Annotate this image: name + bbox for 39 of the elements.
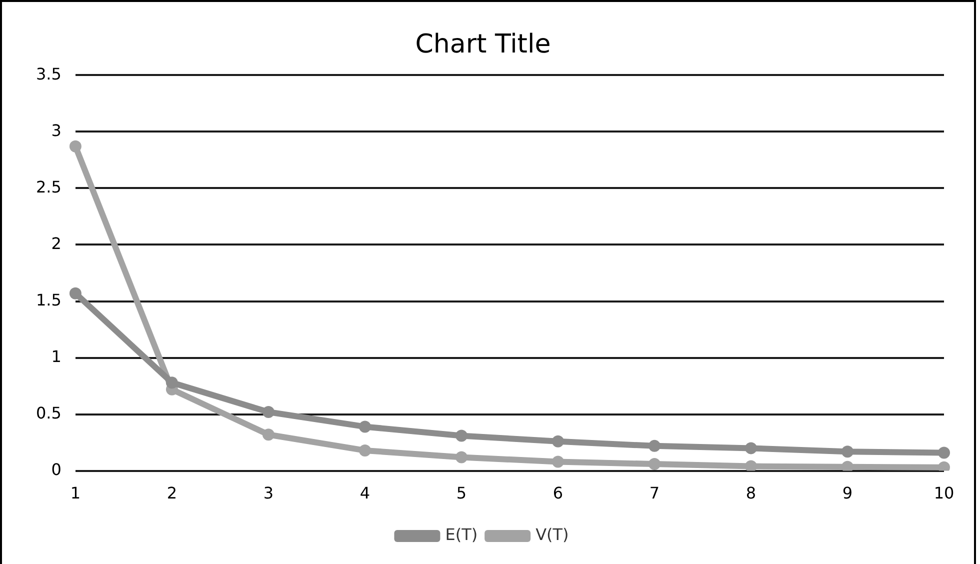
chart-title: Chart Title <box>415 29 551 60</box>
x-tick-label: 2 <box>166 484 178 503</box>
x-tick-label: 4 <box>360 484 370 503</box>
point <box>69 287 82 300</box>
point <box>648 440 660 452</box>
x-tick-label: 5 <box>456 484 467 503</box>
x-tick-label: 6 <box>552 484 564 503</box>
y-tick-label: 1.5 <box>36 290 62 310</box>
point <box>744 460 757 471</box>
point <box>552 456 564 468</box>
y-tick-label: 3 <box>51 120 62 140</box>
y-tick-label: 1 <box>51 346 62 366</box>
point <box>648 458 660 470</box>
point <box>841 460 854 471</box>
y-tick-label: 0 <box>51 460 62 479</box>
legend-label: V(T) <box>536 525 569 544</box>
point <box>841 446 854 458</box>
point <box>358 420 371 433</box>
y-tick-label: 2 <box>51 234 62 253</box>
x-tick-label: 9 <box>842 484 853 503</box>
point <box>744 442 757 454</box>
legend-label: E(T) <box>445 525 478 544</box>
x-tick-label: 3 <box>263 484 274 503</box>
point <box>552 435 564 448</box>
point <box>455 430 468 442</box>
x-tick-label: 8 <box>746 484 756 503</box>
point <box>262 428 274 441</box>
y-tick-label: 0.5 <box>36 403 62 422</box>
point <box>166 376 178 389</box>
point <box>69 140 82 152</box>
x-tick-label: 1 <box>70 484 81 503</box>
point <box>455 451 468 464</box>
x-tick-label: 10 <box>934 484 954 503</box>
point <box>358 444 371 456</box>
y-tick-label: 2.5 <box>36 177 62 196</box>
point <box>262 406 274 418</box>
y-tick-label: 3.5 <box>36 64 62 84</box>
x-tick-label: 7 <box>649 484 660 503</box>
point <box>938 446 950 459</box>
